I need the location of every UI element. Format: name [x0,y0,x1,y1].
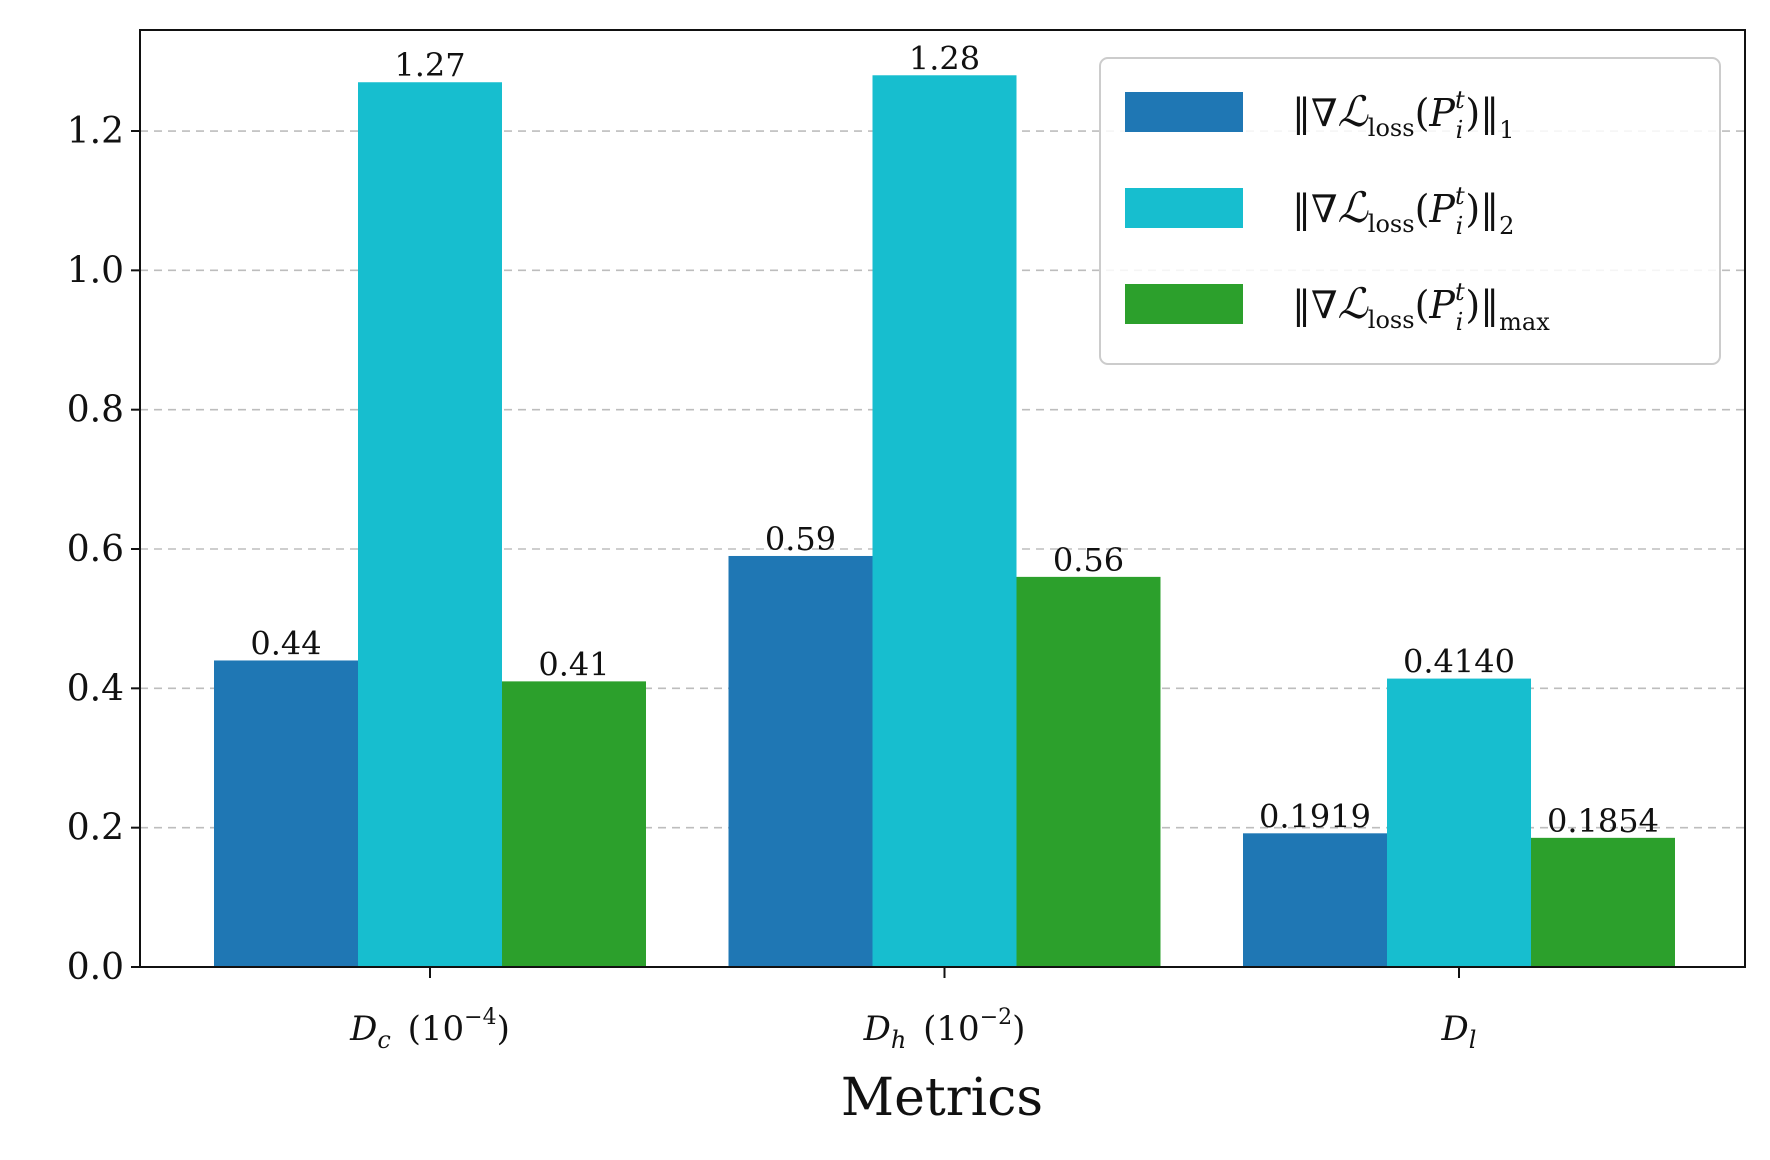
bar-series-3-cat-1 [502,681,646,967]
legend-box [1099,57,1721,365]
data-labels: 0.44 0.59 0.1919 1.27 1.28 0.4140 0.41 0.56 0.18… [250,39,1659,840]
data-label: 0.1919 [1259,797,1371,835]
legend-swatch [1125,188,1243,228]
legend-swatch [1125,92,1243,132]
bar-series-1-cat-2 [728,555,873,967]
data-label: 0.1854 [1547,802,1659,840]
data-label: 0.44 [250,624,321,662]
bar-series-3-cat-3 [1531,837,1675,967]
x-tick-label: Dl [1441,1009,1477,1054]
legend-swatch [1125,284,1243,324]
data-label: 1.28 [909,39,980,77]
y-tick-label: 0.8 [67,390,124,431]
x-tick-label: Dh (10−2) [863,1005,1026,1054]
y-tick-label: 0.4 [67,668,124,709]
x-axis-ticks: Dc (10−4) Dh (10−2) Dl [349,967,1476,1054]
data-label: 0.41 [538,645,609,683]
x-axis-title: Metrics [841,1068,1043,1128]
legend-label: ‖∇ℒloss(Pt i)‖max [1292,278,1550,336]
bar-series-2-cat-3 [1387,678,1531,967]
y-axis-ticks: 0.0 0.2 0.4 0.6 0.8 1.0 1.2 [67,111,140,988]
plot-frame [139,29,1746,968]
y-tick-label: 0.0 [67,947,124,988]
y-tick-label: 1.2 [67,111,124,152]
legend: ‖∇ℒloss(Pt i)‖1 ‖∇ℒloss(Pt i)‖2 ‖∇ℒloss(Pt i)… [1099,57,1721,365]
bar-series-1-cat-1 [214,660,358,967]
bar-series-3-cat-2 [1016,576,1161,967]
bars [214,75,1675,967]
bar-series-1-cat-3 [1243,833,1387,967]
data-label: 0.4140 [1403,643,1515,681]
bar-series-2-cat-1 [358,82,502,967]
y-tick-label: 0.6 [67,529,124,570]
legend-label: ‖∇ℒloss(Pt i)‖1 [1292,86,1514,144]
data-label: 1.27 [394,46,465,84]
y-tick-label: 1.0 [67,250,124,291]
y-tick-label: 0.2 [67,808,124,849]
bar-series-2-cat-2 [872,75,1017,967]
x-tick-label: Dc (10−4) [349,1005,510,1054]
data-label: 0.56 [1053,541,1124,579]
legend-label: ‖∇ℒloss(Pt i)‖2 [1292,182,1514,240]
data-label: 0.59 [765,520,836,558]
